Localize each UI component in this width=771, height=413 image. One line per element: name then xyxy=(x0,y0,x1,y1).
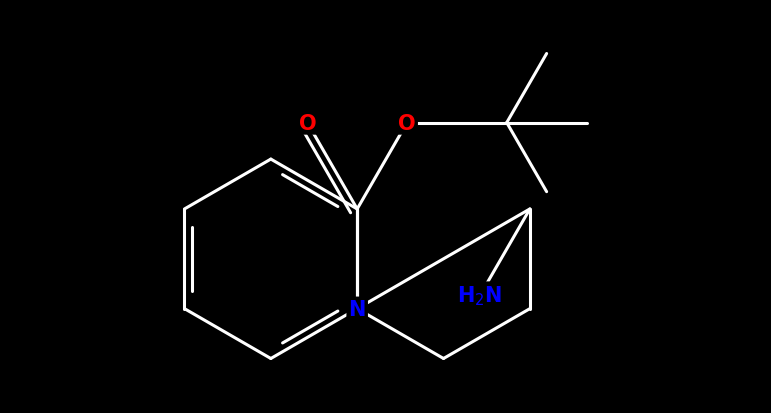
Text: O: O xyxy=(399,113,416,133)
Text: H$_2$N: H$_2$N xyxy=(457,284,503,307)
Text: N: N xyxy=(348,299,366,319)
Text: O: O xyxy=(298,113,316,133)
